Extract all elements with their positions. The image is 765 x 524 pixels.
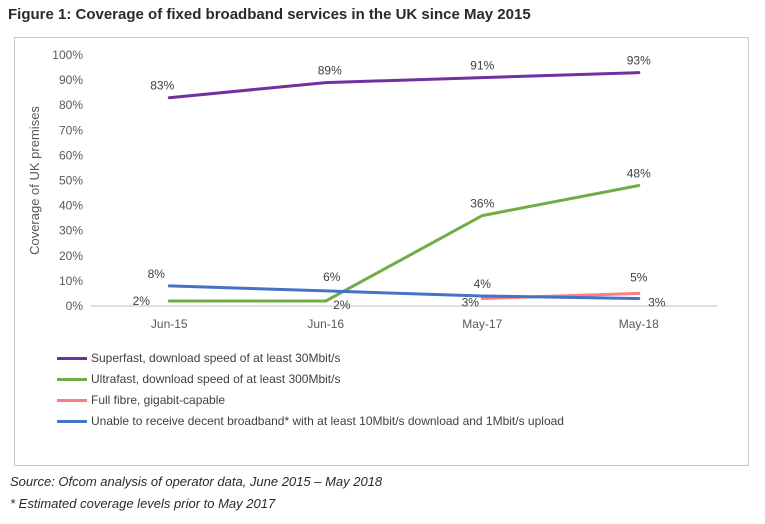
data-label: 83% <box>150 79 174 93</box>
data-label: 6% <box>323 270 341 284</box>
data-label: 91% <box>470 59 494 73</box>
y-axis-title: Coverage of UK premises <box>27 106 42 255</box>
legend-label: Unable to receive decent broadband* with… <box>91 414 564 428</box>
legend-swatch <box>57 398 87 402</box>
y-tick-label: 20% <box>59 249 83 263</box>
data-label: 3% <box>462 295 480 309</box>
legend-item: Ultrafast, download speed of at least 30… <box>57 370 340 388</box>
data-label: 2% <box>133 294 151 308</box>
data-label: 89% <box>318 64 342 78</box>
y-tick-label: 50% <box>59 174 83 188</box>
legend-swatch <box>57 419 87 423</box>
source-note: Source: Ofcom analysis of operator data,… <box>10 474 383 489</box>
y-tick-label: 0% <box>66 299 84 313</box>
series-line-4 <box>167 284 641 300</box>
chart-area: 0% 10% 20% 30% 40% 50% 60% 70% 80% 90% 100% Jun-15 J… <box>14 37 749 466</box>
y-tick-label: 60% <box>59 148 83 162</box>
y-tick-label: 80% <box>59 98 83 112</box>
series-line-2 <box>167 184 641 303</box>
y-tick-label: 100% <box>52 48 83 62</box>
x-tick-label: Jun-16 <box>307 317 344 331</box>
y-tick-label: 10% <box>59 274 83 288</box>
data-label: 93% <box>627 54 651 68</box>
legend-item: Unable to receive decent broadband* with… <box>57 412 564 430</box>
legend-label: Ultrafast, download speed of at least 30… <box>91 372 341 386</box>
x-tick-label: May-18 <box>619 317 659 331</box>
y-tick-label: 30% <box>59 224 83 238</box>
data-label: 3% <box>648 295 666 309</box>
figure-title: Figure 1: Coverage of fixed broadband se… <box>8 6 531 23</box>
y-tick-label: 90% <box>59 73 83 87</box>
legend-label: Superfast, download speed of at least 30… <box>91 351 341 365</box>
y-tick-label: 70% <box>59 123 83 137</box>
x-tick-label: Jun-15 <box>151 317 188 331</box>
legend-swatch <box>57 377 87 381</box>
data-label: 4% <box>474 277 492 291</box>
legend-label: Full fibre, gigabit-capable <box>91 393 226 407</box>
data-label: 36% <box>470 197 494 211</box>
legend-item: Full fibre, gigabit-capable <box>57 391 225 409</box>
x-tick-label: May-17 <box>462 317 502 331</box>
legend-item: Superfast, download speed of at least 30… <box>57 349 341 367</box>
data-label: 8% <box>148 267 166 281</box>
data-label: 2% <box>333 298 351 312</box>
series-line-1 <box>167 71 641 100</box>
y-tick-label: 40% <box>59 199 83 213</box>
line-chart: 0% 10% 20% 30% 40% 50% 60% 70% 80% 90% 100% Jun-15 J… <box>27 48 717 331</box>
data-label: 48% <box>627 167 651 181</box>
legend-swatch <box>57 356 87 360</box>
data-label: 5% <box>630 270 648 284</box>
footnote: * Estimated coverage levels prior to May… <box>10 496 276 511</box>
